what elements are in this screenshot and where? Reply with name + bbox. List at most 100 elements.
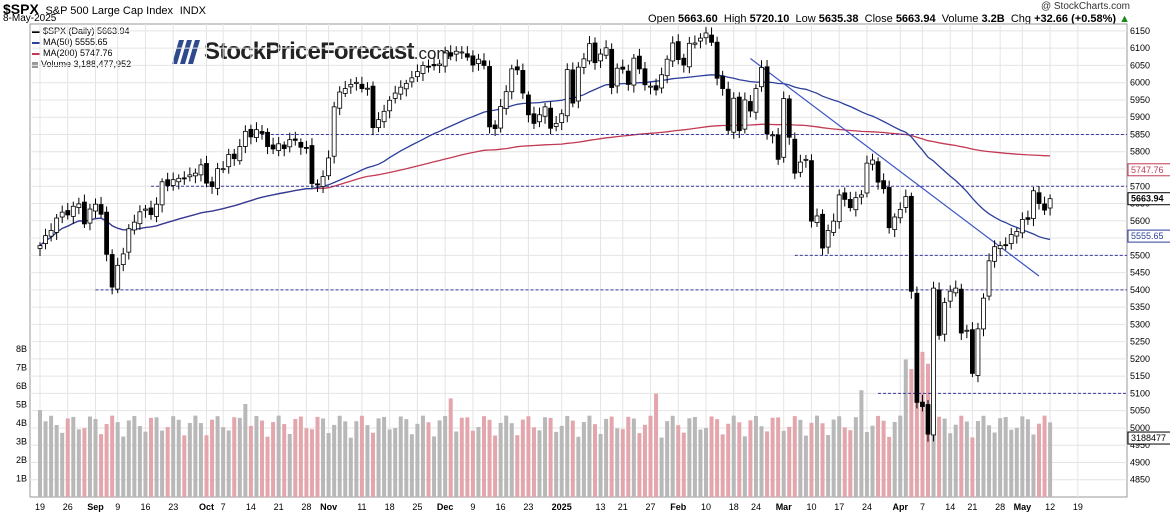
x-tick-label-38: 19 [1073,502,1083,512]
volume-bar-78 [470,430,475,497]
candle-body-70 [426,65,431,68]
volume-bar-82 [493,435,498,497]
candle-body-132 [770,134,775,137]
volume-bar-131 [765,431,770,497]
volume-bar-170 [981,415,986,497]
candle-body-138 [803,158,809,161]
candle-body-34 [226,154,232,168]
candle-body-86 [514,66,520,71]
volume-bar-149 [864,431,869,497]
x-tick-label-17: 16 [496,502,506,512]
candle-body-14 [115,264,121,290]
open-value: 5663.60 [678,13,718,25]
candle-body-111 [653,85,659,91]
volume-bar-175 [1009,429,1014,497]
volume-bar-165 [953,424,958,497]
volume-bar-81 [487,419,492,497]
volume-bar-95 [565,415,570,497]
volume-bar-90 [537,430,542,497]
high-value: 5720.10 [749,13,790,25]
volume-bar-15 [121,436,126,497]
volume-bar-138 [803,435,808,497]
volume-bar-117 [687,418,692,497]
candle-body-135 [786,98,792,138]
volume-bar-34 [226,430,231,497]
x-tick-label-34: 21 [967,502,977,512]
candle-body-4 [59,211,65,218]
volume-bar-168 [970,437,975,497]
x-tick-label-16: 9 [470,502,475,512]
volume-bar-71 [432,436,437,497]
candle-body-136 [792,138,798,174]
candle-body-1 [43,235,48,244]
y-tick-label-2: 4950 [1130,440,1150,450]
legend-volume: Volume 3,188,477,952 [32,59,131,69]
watermark-domain: .com [413,44,451,63]
volume-bar-11 [99,434,104,497]
volume-bar-79 [476,426,481,497]
chart-date: 8-May-2025 [3,13,57,24]
volume-bar-105 [620,429,625,497]
volume-bar-173 [998,418,1003,497]
volume-bar-62 [382,416,387,497]
trendline [750,58,1040,277]
candle-body-106 [625,70,631,85]
candle-body-43 [276,143,282,151]
up-arrow-icon: ▲ [1119,13,1130,25]
candle-body-74 [448,52,454,57]
candle-body-38 [248,128,254,138]
volume-bar-92 [548,417,553,497]
y-tick-label-1: 4900 [1130,457,1150,467]
x-tick-label-23: Feb [670,502,687,512]
candle-body-8 [82,201,87,225]
volume-bar-58 [359,415,364,497]
volume-bar-20 [149,417,153,497]
candle-body-57 [353,81,359,84]
candle-body-102 [603,47,609,56]
candle-body-166 [958,288,964,334]
candle-body-53 [331,106,337,157]
x-tick-label-13: 18 [385,502,395,512]
candle-body-95 [564,69,570,117]
candle-body-20 [148,207,154,215]
watermark-brand: StockPriceForecast [204,38,415,65]
legend-volume-text: Volume 3,188,477,952 [41,59,132,69]
y-tick-label-12: 5450 [1130,268,1150,278]
ma200-line [39,123,1051,247]
ma50-line [39,74,1051,247]
volume-bar-139 [809,422,814,497]
volume-bar-4 [60,432,65,497]
x-tick-label-31: Apr [893,502,909,512]
volume-tick-label-2: 6B [16,381,27,391]
candle-body-147 [853,197,859,211]
volume-bar-120 [704,427,708,497]
candle-body-13 [109,254,115,288]
candle-body-33 [220,168,226,171]
volume-bar-28 [193,415,198,497]
candle-body-56 [348,84,354,88]
candle-body-77 [464,53,470,58]
volume-bar-115 [676,425,681,497]
candle-body-104 [614,67,620,87]
candle-body-58 [359,83,365,89]
candle-body-94 [559,113,565,123]
candle-body-162 [936,289,942,336]
x-tick-label-4: 16 [140,502,150,512]
candle-body-9 [87,208,93,224]
x-tick-label-30: 24 [862,502,872,512]
candle-body-71 [431,64,437,67]
price-tag-label-2: 5555.65 [1131,231,1164,241]
candle-body-59 [365,87,370,90]
volume-tick-label-6: 2B [16,455,27,465]
y-tick-label-17: 5700 [1130,181,1150,191]
volume-bar-113 [665,421,670,497]
x-tick-label-18: 23 [523,502,533,512]
candle-body-85 [509,68,515,93]
volume-bar-65 [398,416,403,497]
ohlc-readout: Open 5663.60 High 5720.10 Low 5635.38 Cl… [648,13,1130,25]
candle-body-98 [581,58,587,68]
candle-body-81 [487,66,492,128]
volume-bar-121 [709,416,714,497]
candle-body-90 [537,114,542,123]
candle-body-123 [720,75,726,89]
